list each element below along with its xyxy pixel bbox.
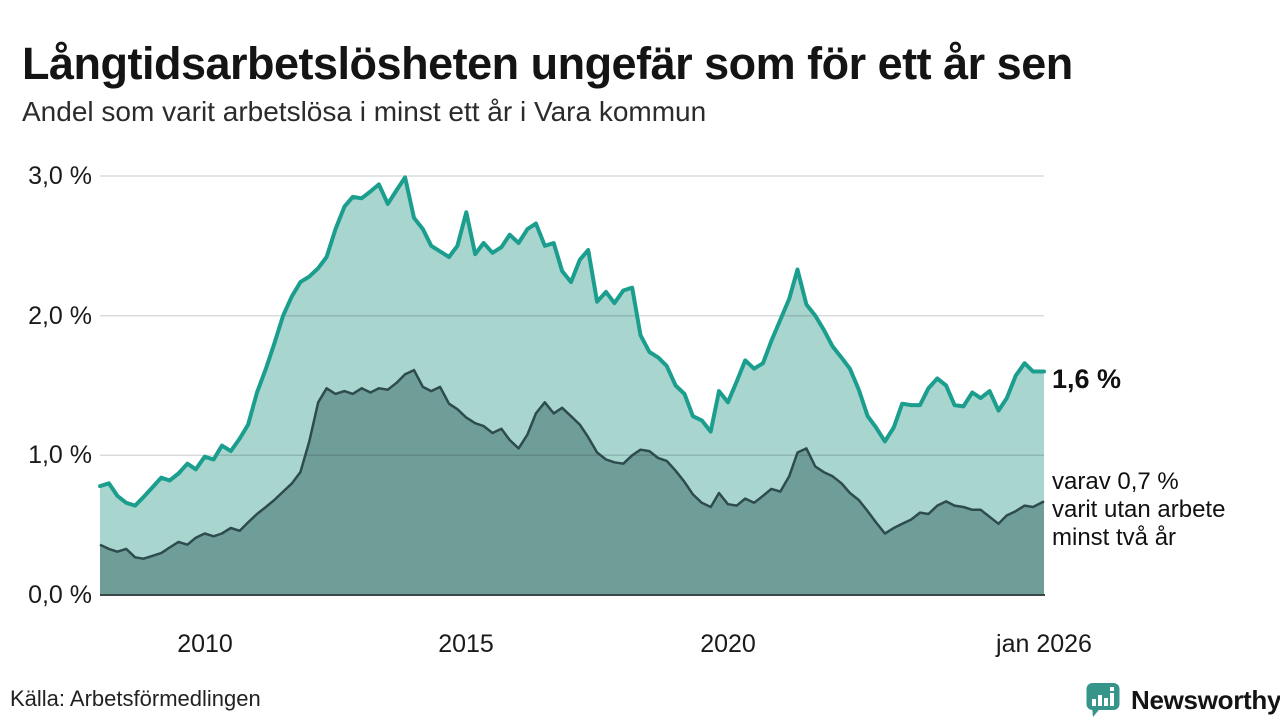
x-tick-label: 2010 [177, 630, 233, 658]
x-axis: 2010 2015 2020 jan 2026 [0, 630, 1280, 664]
secondary-series-label-line3: minst två år [1052, 524, 1177, 551]
y-tick-label: 1,0 % [28, 441, 92, 469]
x-tick-label: 2015 [438, 630, 494, 658]
y-tick-label: 2,0 % [28, 302, 92, 330]
newsworthy-logo: Newsworthy [1085, 682, 1280, 718]
chart-subtitle: Andel som varit arbetslösa i minst ett å… [22, 96, 707, 127]
area-minst-tva-ar [100, 370, 1044, 595]
secondary-series-label-line2: varit utan arbete [1052, 496, 1226, 523]
latest-value-label: 1,6 % [1052, 364, 1122, 394]
line-minst-ett-ar [98, 175, 1046, 508]
page-title: Långtidsarbetslösheten ungefär som för e… [22, 38, 1073, 90]
line-minst-tva-ar [99, 368, 1045, 560]
y-tick-label: 3,0 % [28, 162, 92, 190]
newsworthy-logo-icon [1086, 683, 1120, 717]
y-axis: 0,0 % 1,0 % 2,0 % 3,0 % [0, 0, 92, 720]
secondary-series-label: varav 0,7 % varit utan arbete minst två … [1052, 468, 1225, 552]
x-tick-label: jan 2026 [996, 630, 1092, 658]
x-tick-label: 2020 [700, 630, 756, 658]
newsworthy-wordmark: Newsworthy [1131, 684, 1280, 715]
y-tick-label: 0,0 % [28, 581, 92, 609]
secondary-series-label-line1: varav 0,7 % [1052, 468, 1179, 495]
source-label: Källa: Arbetsförmedlingen [10, 686, 261, 711]
